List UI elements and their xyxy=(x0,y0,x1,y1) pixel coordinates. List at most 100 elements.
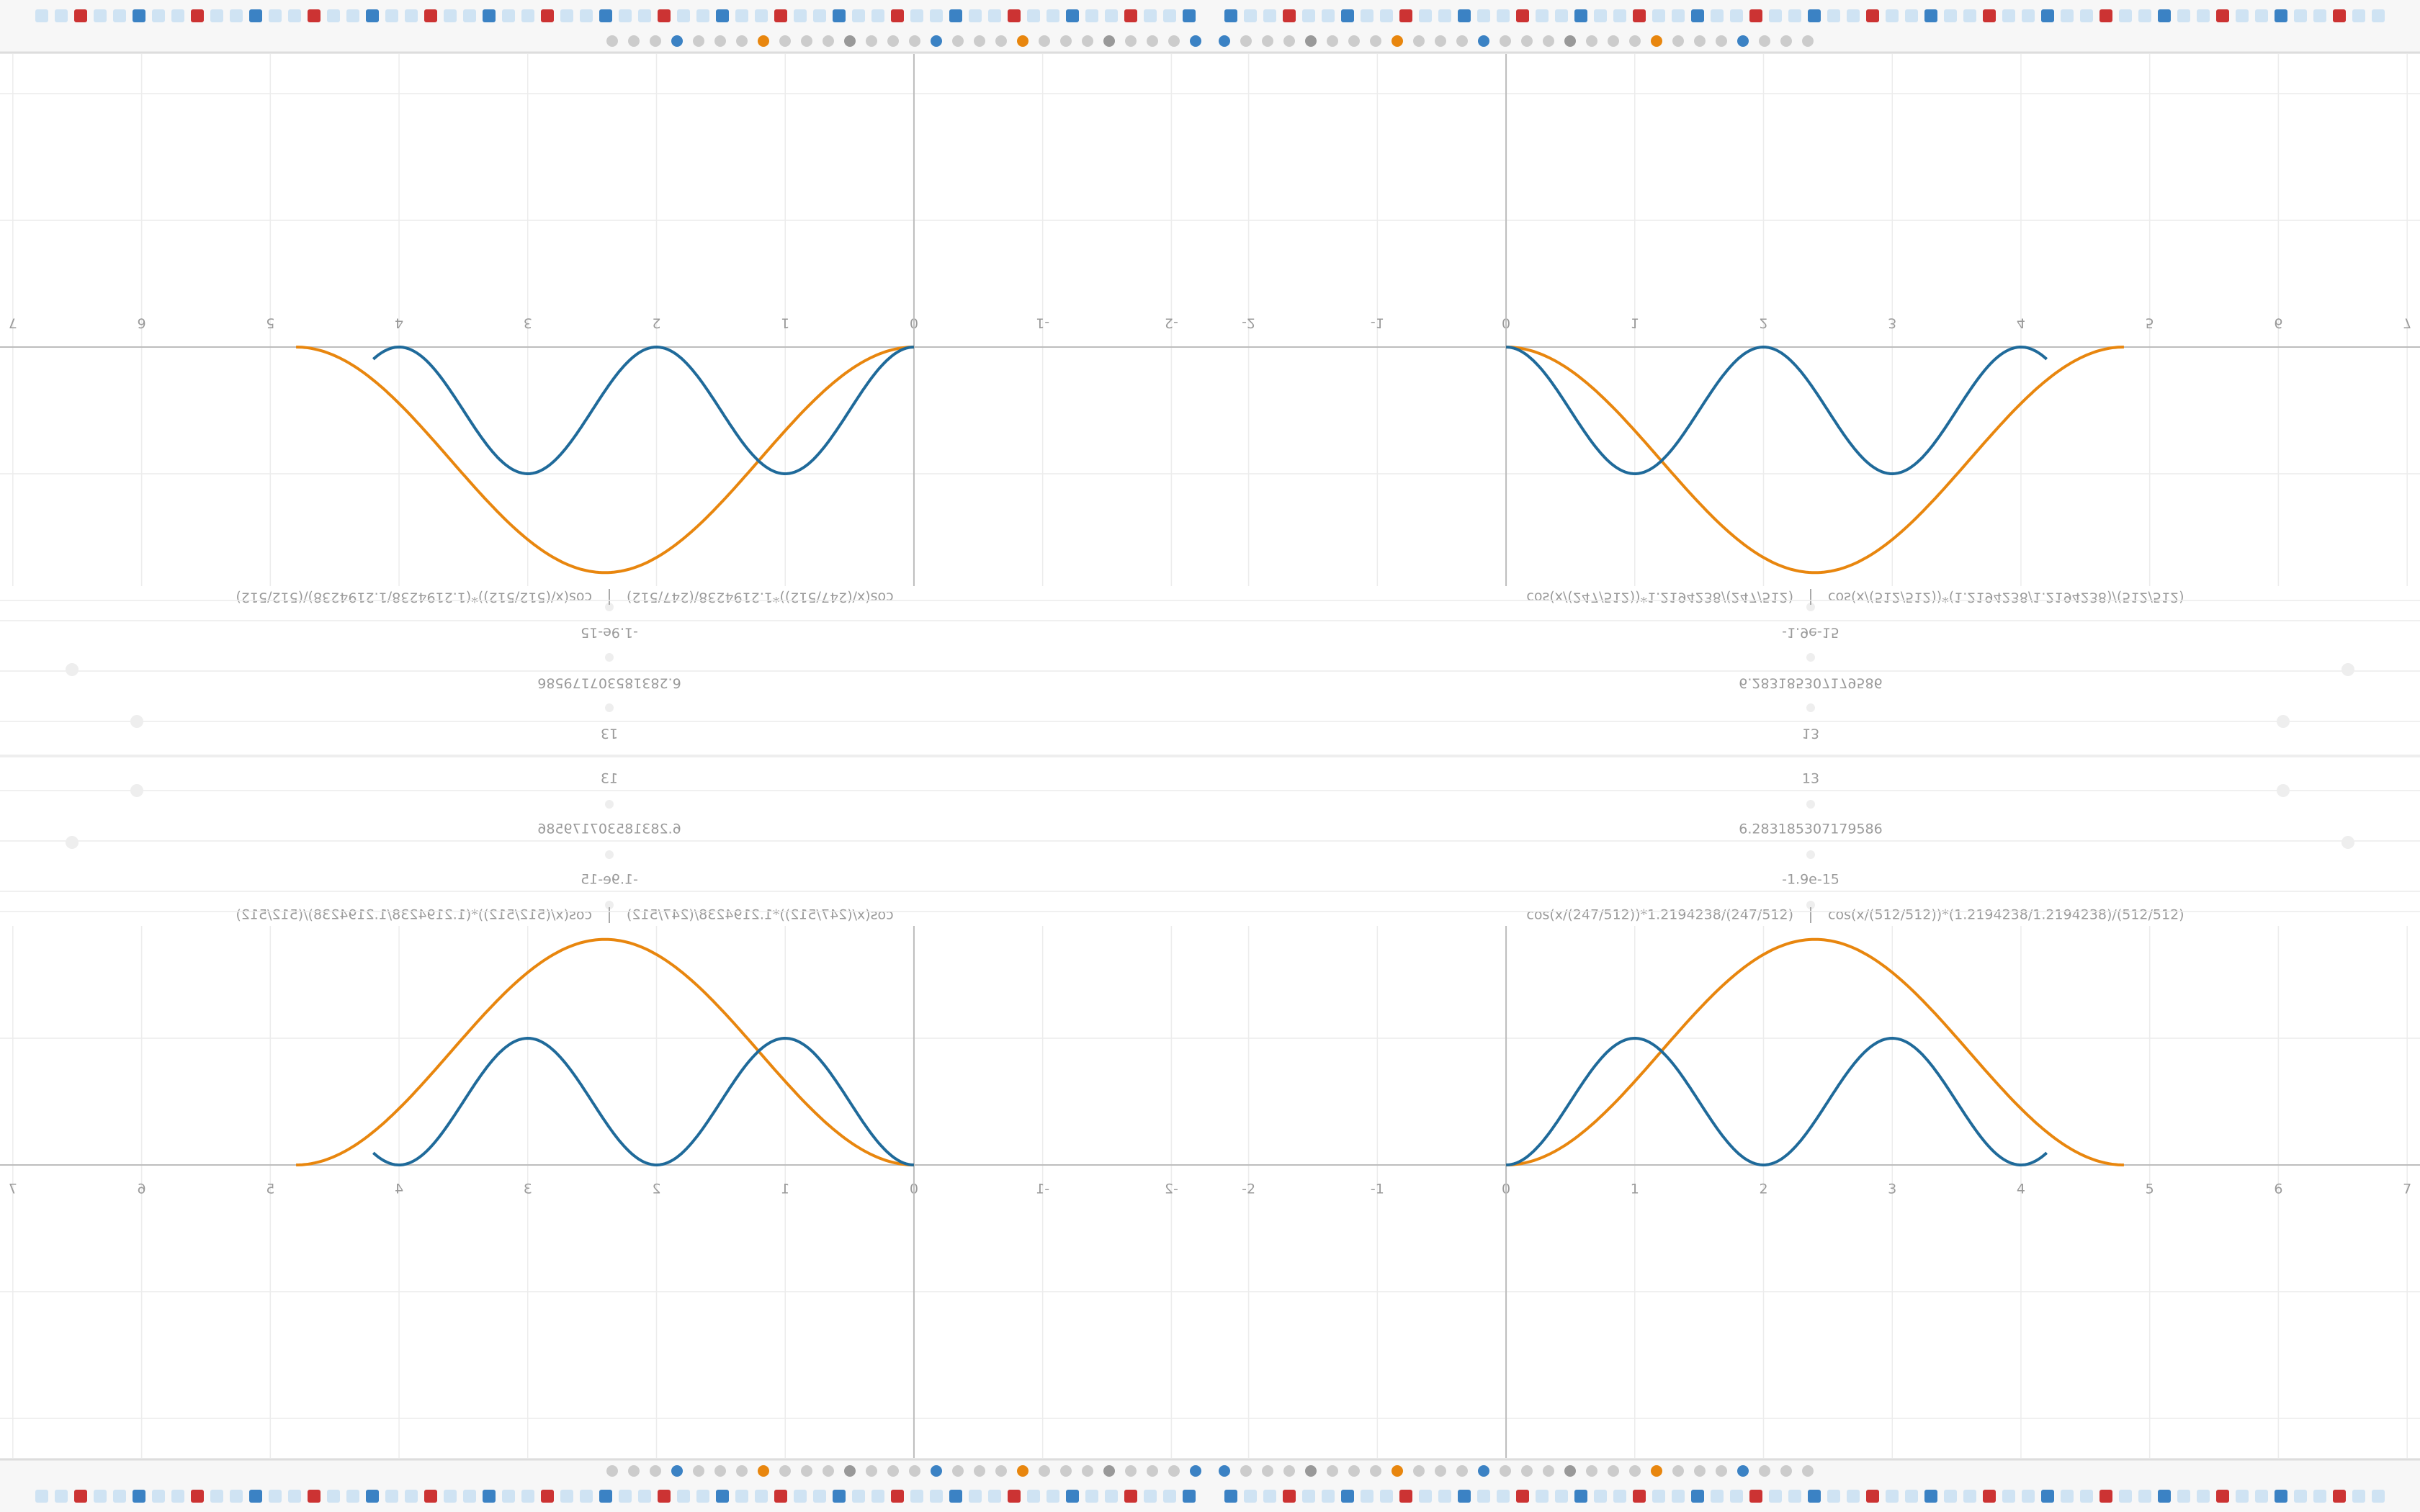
toolbar-icon xyxy=(755,1490,768,1503)
toolbar-icon xyxy=(852,1490,865,1503)
toolbar-button xyxy=(1125,1465,1137,1477)
toolbar-icon xyxy=(1263,9,1276,22)
toolbar-button xyxy=(1370,35,1381,47)
toolbar-icon xyxy=(2041,1490,2054,1503)
toolbar-icon xyxy=(1672,1490,1685,1503)
toolbar-button xyxy=(931,1465,942,1477)
toolbar-icon xyxy=(2061,9,2074,22)
tile: 136.283185307179586-1.9e-15cos(x/(247/51… xyxy=(1210,0,2420,756)
toolbar-icon xyxy=(716,1490,729,1503)
expression: cos(x/(247/512))*1.2194238/(247/512) xyxy=(1526,590,1793,606)
graph-area xyxy=(0,54,1210,586)
handle xyxy=(2341,836,2354,849)
toolbar-icon xyxy=(327,9,340,22)
toolbar-icon xyxy=(463,1490,476,1503)
toolbar-icon xyxy=(94,1490,107,1503)
toolbar-icon xyxy=(599,1490,612,1503)
toolbar xyxy=(1210,0,2420,54)
toolbar-icon xyxy=(541,1490,554,1503)
toolbar-icon xyxy=(1497,9,1510,22)
x-tick-label: 4 xyxy=(2017,315,2025,331)
toolbar-icon xyxy=(483,1490,496,1503)
toolbar-icon xyxy=(74,1490,87,1503)
toolbar-button xyxy=(1543,1465,1554,1477)
toolbar-icon xyxy=(1008,1490,1021,1503)
toolbar-button xyxy=(1737,35,1749,47)
toolbar-button xyxy=(823,35,834,47)
toolbar-icon xyxy=(677,1490,690,1503)
toolbar-button xyxy=(1039,35,1050,47)
toolbar-icon xyxy=(1361,1490,1373,1503)
handle xyxy=(66,663,79,676)
toolbar-icon xyxy=(171,9,184,22)
toolbar-button xyxy=(1305,1465,1317,1477)
toolbar-icon xyxy=(1144,1490,1157,1503)
toolbar-icon xyxy=(638,9,651,22)
toolbar-icon xyxy=(1458,9,1471,22)
expression: cos(x/(247/512))*1.2194238/(247/512) xyxy=(627,590,894,606)
toolbar-icon xyxy=(1963,9,1976,22)
toolbar-icon xyxy=(2197,1490,2210,1503)
toolbar-icon xyxy=(1516,1490,1529,1503)
toolbar-icon xyxy=(1244,1490,1257,1503)
toolbar-icon xyxy=(1749,9,1762,22)
toolbar-icon xyxy=(1808,1490,1821,1503)
toolbar-icon xyxy=(1555,9,1568,22)
toolbar-button xyxy=(887,35,899,47)
toolbar-button xyxy=(1168,1465,1180,1477)
toolbar-icon xyxy=(2275,1490,2287,1503)
x-tick-label: -1 xyxy=(1036,1182,1049,1197)
toolbar-icon xyxy=(1749,1490,1762,1503)
toolbar-icon xyxy=(735,9,748,22)
toolbar-button xyxy=(909,1465,920,1477)
toolbar-button xyxy=(1348,1465,1360,1477)
toolbar-icon xyxy=(2236,9,2249,22)
toolbar-icon xyxy=(1105,9,1118,22)
x-tick-label: -1 xyxy=(1371,315,1384,331)
toolbar-icon xyxy=(1283,1490,1296,1503)
toolbar-icon xyxy=(2158,9,2171,22)
toolbar-icon xyxy=(1183,9,1196,22)
toolbar-icon xyxy=(133,9,145,22)
result-value: 6.283185307179586 xyxy=(1739,675,1882,691)
toolbar-icon xyxy=(483,9,496,22)
toolbar-icon xyxy=(55,9,68,22)
toolbar-icon xyxy=(521,9,534,22)
curve xyxy=(1505,345,2048,476)
toolbar-icon xyxy=(2119,1490,2132,1503)
toolbar-icon xyxy=(2313,9,2326,22)
toolbar-icon xyxy=(444,1490,457,1503)
panel-divider xyxy=(0,755,1210,756)
toolbar-button xyxy=(1456,1465,1468,1477)
toolbar-icon xyxy=(910,9,923,22)
toolbar-icon xyxy=(774,1490,787,1503)
x-tick-label: 3 xyxy=(524,315,532,331)
toolbar-button xyxy=(1240,35,1252,47)
toolbar-icon xyxy=(2061,1490,2074,1503)
toolbar-icon xyxy=(813,9,826,22)
toolbar-icon xyxy=(2080,9,2093,22)
toolbar-button xyxy=(650,35,661,47)
toolbar-button xyxy=(1103,1465,1115,1477)
toolbar-button xyxy=(1219,35,1230,47)
toolbar-icon xyxy=(1730,1490,1743,1503)
toolbar-icon xyxy=(1302,1490,1315,1503)
toolbar-button xyxy=(952,35,964,47)
toolbar-icon xyxy=(2352,9,2365,22)
toolbar-button xyxy=(1802,35,1814,47)
result-value: -1.9e-15 xyxy=(581,872,638,888)
toolbar-button xyxy=(844,1465,856,1477)
toolbar-icon xyxy=(502,1490,515,1503)
toolbar-button xyxy=(1586,35,1597,47)
handle xyxy=(1806,800,1815,809)
toolbar-icon xyxy=(833,1490,846,1503)
x-tick-label: 4 xyxy=(395,1182,403,1197)
toolbar-icon xyxy=(1594,1490,1607,1503)
toolbar-icon xyxy=(2002,1490,2015,1503)
toolbar-icon xyxy=(696,1490,709,1503)
toolbar-icon xyxy=(35,9,48,22)
toolbar-button xyxy=(693,1465,704,1477)
toolbar-button xyxy=(844,35,856,47)
toolbar-button xyxy=(866,1465,877,1477)
toolbar-button xyxy=(1017,1465,1028,1477)
